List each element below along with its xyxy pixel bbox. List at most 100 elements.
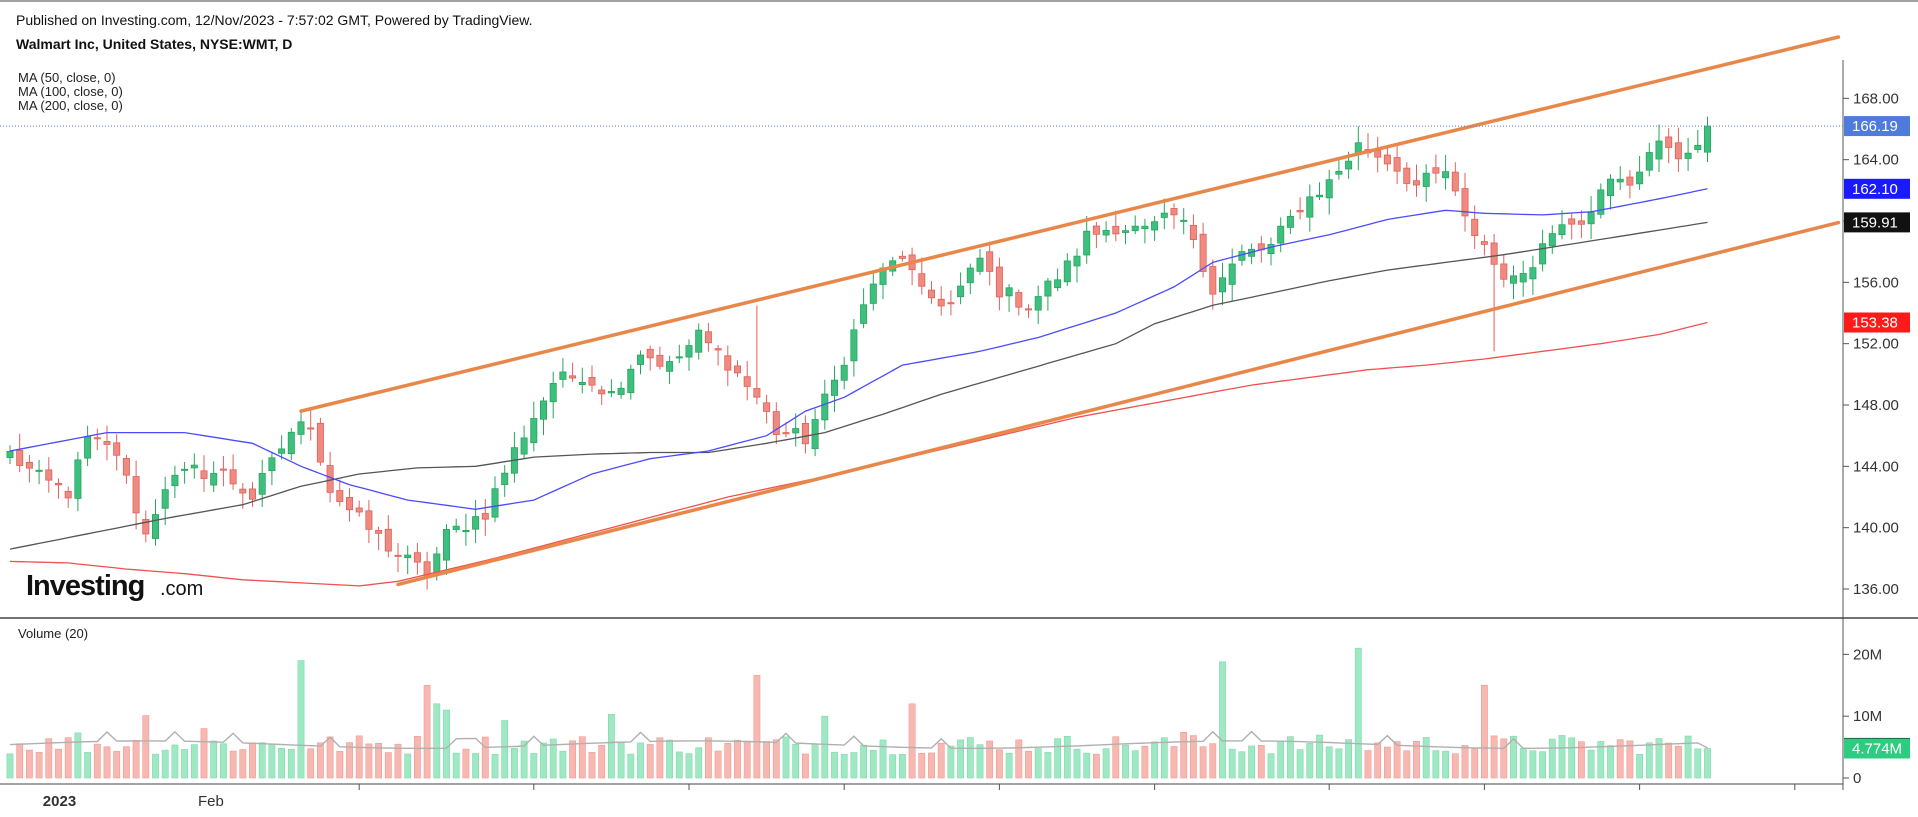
- candle-down: [1209, 266, 1217, 295]
- candle-down: [995, 266, 1003, 298]
- volume-bar: [326, 736, 334, 779]
- volume-bar: [268, 744, 276, 779]
- candle-up: [472, 516, 480, 530]
- candle-up: [1151, 221, 1159, 231]
- volume-bar: [850, 752, 858, 779]
- candle-down: [1432, 167, 1440, 174]
- volume-bar: [549, 738, 557, 779]
- candle-down: [45, 469, 53, 481]
- candle-up: [1694, 144, 1702, 150]
- price-tick-label: 156.00: [1853, 274, 1899, 291]
- volume-bar: [423, 684, 431, 779]
- candle-up: [821, 393, 829, 421]
- volume-bar: [1471, 748, 1479, 779]
- volume-bar: [93, 743, 101, 779]
- volume-bar: [1248, 745, 1255, 779]
- ma200-line: [9, 321, 1708, 587]
- volume-bar: [249, 742, 256, 779]
- candle-up: [210, 473, 218, 486]
- volume-bar: [1490, 735, 1498, 779]
- volume-bar: [1607, 745, 1614, 779]
- volume-bar: [743, 740, 751, 779]
- candle-up: [1325, 179, 1333, 199]
- candle-up: [1597, 189, 1605, 215]
- candle-up: [869, 283, 877, 304]
- volume-bar: [452, 752, 460, 779]
- volume-bar: [1325, 746, 1333, 779]
- candle-down: [588, 376, 596, 386]
- candles-group: [6, 116, 1712, 590]
- volume-bar: [1238, 751, 1246, 779]
- volume-bar: [1228, 748, 1236, 779]
- candle-down: [801, 423, 809, 445]
- volume-bar: [607, 714, 615, 779]
- volume-bar: [1199, 746, 1207, 779]
- candle-up: [1238, 251, 1246, 261]
- candle-up: [578, 381, 586, 386]
- candle-up: [287, 431, 295, 455]
- volume-bar: [171, 744, 179, 779]
- volume-bar: [879, 739, 887, 779]
- volume-bar: [1345, 739, 1352, 779]
- candle-up: [297, 421, 305, 435]
- candle-down: [103, 441, 111, 445]
- candle-down: [1568, 218, 1576, 225]
- candle-up: [181, 468, 189, 471]
- candle-down: [918, 273, 926, 287]
- volume-bar: [462, 748, 470, 779]
- candle-up: [258, 473, 266, 495]
- volume-bar: [1034, 748, 1042, 779]
- volume-bar: [443, 709, 450, 779]
- volume-bar: [375, 743, 382, 779]
- volume-bar: [995, 749, 1003, 779]
- volume-bar: [540, 742, 547, 779]
- volume-bar: [588, 752, 596, 779]
- volume-bar: [889, 754, 897, 779]
- volume-bar: [947, 745, 955, 779]
- candle-up: [627, 368, 635, 394]
- candle-up: [1587, 212, 1595, 225]
- candle-up: [520, 437, 528, 455]
- volume-bar: [1451, 753, 1459, 779]
- candle-down: [307, 427, 315, 430]
- volume-bar: [976, 744, 984, 779]
- candle-up: [1073, 255, 1081, 267]
- candle-down: [743, 376, 751, 387]
- candle-down: [345, 496, 353, 511]
- candle-down: [1092, 225, 1100, 235]
- candle-up: [549, 382, 557, 403]
- last-price-badge-label: 166.19: [1852, 118, 1898, 135]
- volume-pane-title: Volume (20): [18, 626, 88, 641]
- volume-bar: [1190, 735, 1197, 779]
- volume-bar: [704, 737, 712, 779]
- volume-tick-label: 0: [1853, 770, 1861, 787]
- ma200-badge: [1844, 312, 1910, 333]
- candle-down: [375, 530, 383, 534]
- volume-bar: [1141, 745, 1149, 779]
- ma-legend: MA (50, close, 0) MA (100, close, 0) MA …: [18, 70, 123, 113]
- volume-bar: [190, 744, 198, 779]
- candle-up: [1684, 152, 1692, 159]
- investing-logo: Investing .com: [26, 570, 203, 602]
- volume-bar: [510, 747, 518, 779]
- price-tick-label: 140.00: [1853, 520, 1899, 537]
- candle-up: [1510, 275, 1518, 284]
- published-text: Published on Investing.com, 12/Nov/2023 …: [16, 12, 532, 28]
- candle-down: [898, 255, 906, 259]
- volume-ma-line: [9, 730, 1708, 750]
- volume-bar: [84, 752, 91, 779]
- candle-down: [656, 354, 664, 367]
- candle-up: [1141, 225, 1149, 230]
- candle-down: [55, 482, 63, 486]
- candle-up: [1005, 287, 1013, 297]
- volume-bar: [1073, 748, 1081, 779]
- volume-bar: [161, 749, 169, 779]
- volume-bar: [491, 754, 499, 779]
- candle-up: [976, 257, 984, 272]
- legend-ma200: MA (200, close, 0): [18, 98, 123, 113]
- volume-bar: [103, 746, 111, 779]
- volume-bar: [1170, 746, 1178, 779]
- ma100-line: [9, 221, 1708, 550]
- candle-up: [268, 457, 276, 472]
- volume-bar: [287, 748, 295, 779]
